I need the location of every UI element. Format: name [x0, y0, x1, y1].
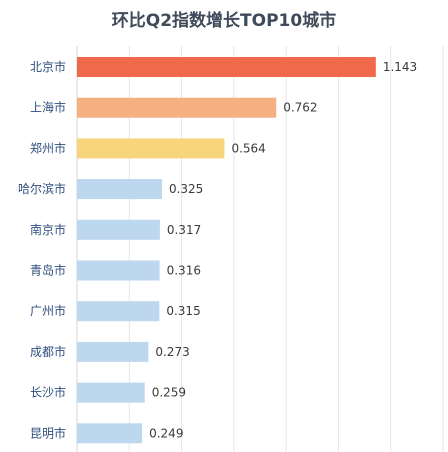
value-label: 0.762	[283, 101, 317, 115]
bar-7	[77, 301, 160, 322]
category-label: 青岛市	[30, 263, 66, 278]
category-label: 广州市	[30, 303, 66, 318]
value-label: 1.143	[383, 60, 417, 74]
bar-9	[77, 382, 145, 403]
bar-5	[77, 219, 160, 240]
value-label: 0.316	[167, 264, 201, 278]
bar-6	[77, 260, 160, 281]
category-label: 上海市	[30, 100, 66, 115]
chart-title: 环比Q2指数增长TOP10城市	[111, 11, 337, 31]
bar-2	[77, 97, 277, 118]
value-label: 0.325	[169, 182, 203, 196]
category-label: 长沙市	[30, 385, 66, 400]
value-label: 0.249	[149, 426, 183, 440]
value-label: 0.259	[152, 386, 186, 400]
value-label: 0.315	[166, 304, 200, 318]
bar-1	[77, 57, 376, 77]
bar-4	[77, 179, 162, 200]
value-label: 0.564	[231, 141, 265, 155]
value-label: 0.273	[155, 345, 189, 359]
value-label: 0.317	[167, 223, 201, 237]
bar-3	[77, 138, 225, 159]
category-label: 昆明市	[30, 425, 66, 440]
category-label: 哈尔滨市	[18, 181, 66, 196]
category-label: 南京市	[30, 222, 66, 237]
bar-10	[77, 423, 143, 444]
category-label: 郑州市	[30, 140, 66, 155]
category-label: 北京市	[30, 59, 66, 74]
bar-8	[77, 341, 149, 362]
category-label: 成都市	[30, 344, 66, 359]
